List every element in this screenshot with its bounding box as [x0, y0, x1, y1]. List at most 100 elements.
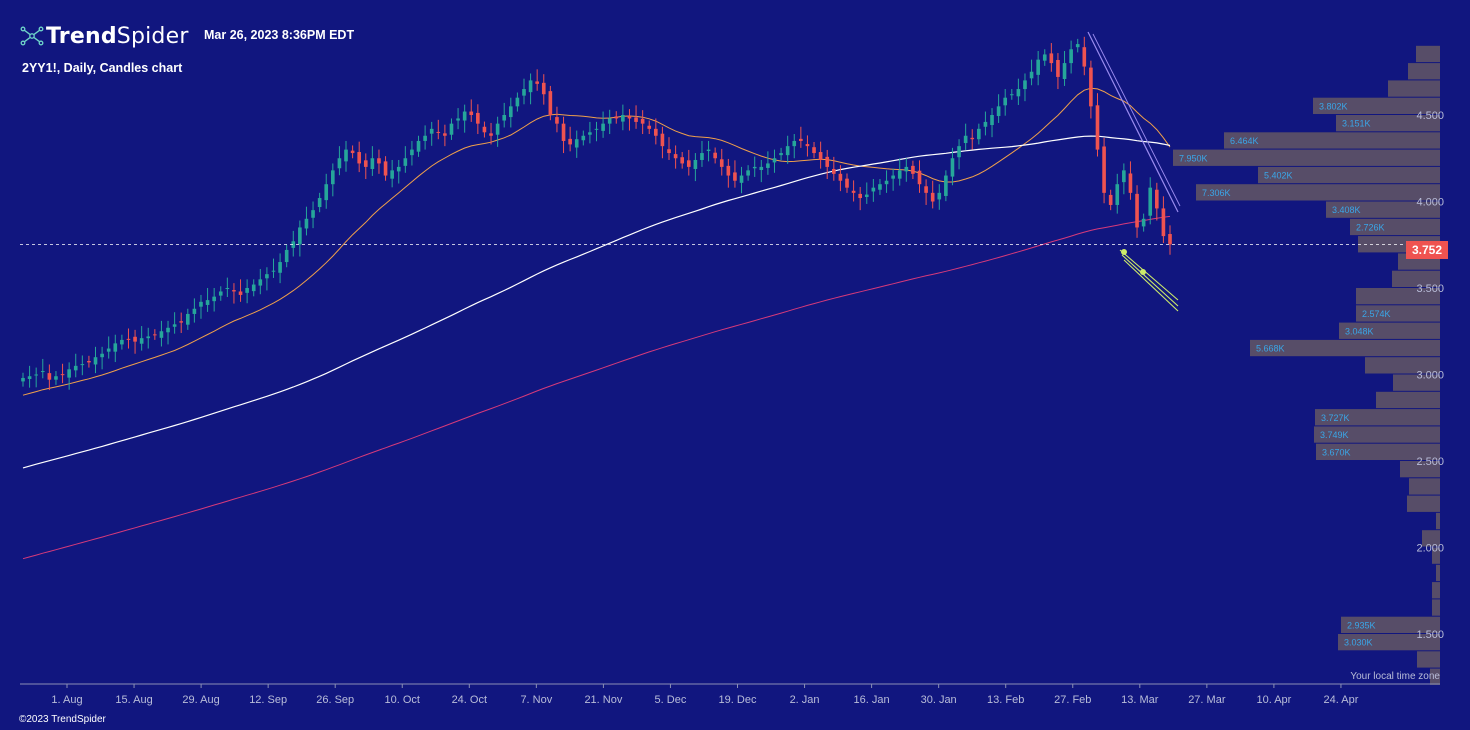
candle-body: [350, 150, 355, 154]
candle-body: [911, 165, 915, 174]
ma-short-line: [22, 87, 1171, 396]
volume-profile-label: 2.935K: [1347, 620, 1376, 630]
candle-body: [265, 274, 269, 279]
volume-profile-bar: [1224, 132, 1440, 149]
candle-body: [930, 192, 935, 202]
candle-body: [218, 291, 223, 296]
candle-body: [864, 194, 869, 198]
candle-body: [225, 288, 230, 289]
volume-profile-bar: [1409, 478, 1440, 495]
candle-body: [232, 290, 236, 292]
candle-body: [831, 168, 836, 174]
candle-body: [1102, 146, 1106, 193]
candle-body: [370, 158, 375, 169]
volume-profile-bar: [1336, 115, 1440, 132]
candle-body: [1095, 105, 1100, 150]
candle-body: [179, 321, 184, 323]
candle-body: [568, 138, 572, 145]
volume-profile-label: 3.749K: [1320, 430, 1349, 440]
candle-body: [324, 184, 329, 201]
x-axis: 1. Aug 15. Aug 29. Aug 12. Sep 26. Sep 10. Oc…: [20, 683, 1440, 706]
candle-body: [845, 178, 849, 188]
candle-body: [159, 331, 164, 338]
candle-body: [258, 279, 263, 286]
candle-body: [594, 128, 599, 130]
trendline-lower: [1092, 33, 1181, 207]
candle-body: [212, 296, 216, 302]
volume-profile-bar: [1436, 564, 1440, 582]
volume-profile-bar: [1430, 668, 1440, 685]
x-axis-tick-label: 13. Feb: [987, 694, 1024, 706]
brand-name-bold: Trend: [46, 23, 117, 49]
volume-profile-bar: [1436, 512, 1440, 530]
x-axis-tick-label: 24. Apr: [1324, 694, 1359, 706]
candle-body: [719, 159, 724, 167]
candle-body: [772, 158, 777, 163]
candle-body: [825, 156, 830, 167]
candle-body: [67, 369, 71, 378]
candle-body: [970, 137, 975, 140]
candle-body: [937, 192, 942, 200]
candle-body: [403, 158, 408, 166]
candle-body: [871, 187, 876, 192]
candle-body: [1042, 54, 1047, 61]
candle-body: [120, 339, 124, 345]
x-axis-tick-label: 16. Jan: [854, 694, 890, 706]
candle-body: [100, 353, 104, 358]
y-axis-tick-label: 2.500: [1416, 456, 1444, 468]
candle-body: [304, 218, 309, 229]
candle-body: [205, 300, 210, 305]
volume-profile-label: 7.306K: [1202, 188, 1231, 198]
candle-body: [502, 115, 507, 121]
candle-body: [1115, 184, 1120, 205]
candle-body: [733, 172, 737, 181]
candle-body: [983, 121, 988, 127]
candle-body: [654, 128, 658, 136]
channel-anchor-point: [1140, 269, 1146, 275]
volume-profile-label: 3.408K: [1332, 205, 1361, 215]
candle-body: [634, 117, 638, 122]
volume-profile-bar: [1376, 391, 1440, 409]
candle-body: [238, 291, 243, 295]
y-axis-tick-label: 4.500: [1416, 110, 1444, 122]
candle-body: [416, 140, 421, 152]
x-axis-tick-label: 10. Oct: [385, 694, 420, 706]
candle-body: [357, 152, 362, 164]
x-axis-tick-label: 24. Oct: [452, 694, 487, 706]
candle-body: [383, 161, 388, 176]
volume-profile-label: 6.464K: [1230, 136, 1259, 146]
candle-body: [291, 241, 296, 248]
candle-body: [251, 284, 256, 292]
candle-body: [963, 135, 968, 144]
candle-body: [337, 158, 342, 169]
candle-body: [377, 158, 381, 164]
candle-body: [278, 262, 282, 273]
y-axis-tick-label: 3.000: [1416, 370, 1444, 382]
candle-body: [799, 138, 803, 141]
volume-profile-label: 3.048K: [1345, 326, 1374, 336]
y-axis-tick-label: 3.500: [1416, 283, 1444, 295]
x-axis-tick-label: 5. Dec: [655, 694, 687, 706]
candle-body: [805, 144, 810, 147]
candle-body: [588, 132, 592, 135]
candle-body: [607, 118, 612, 124]
candle-body: [680, 157, 685, 164]
y-axis-tick-label: 4.000: [1416, 197, 1444, 209]
candle-body: [614, 116, 619, 119]
volume-profile-bar: [1422, 530, 1440, 547]
candle-body: [166, 327, 170, 333]
candle-body: [601, 123, 605, 131]
candle-body: [574, 139, 579, 148]
channel-line-upper: [1119, 249, 1179, 301]
x-axis-tick-label: 2. Jan: [790, 694, 820, 706]
candle-body: [990, 115, 994, 126]
candle-body: [245, 288, 249, 293]
candle-body: [139, 338, 144, 344]
candle-body: [713, 152, 717, 159]
volume-profile-bar: [1338, 634, 1440, 651]
ma-long-line: [22, 215, 1171, 560]
volume-profile-label: 3.030K: [1344, 638, 1373, 648]
x-axis-tick-label: 12. Sep: [249, 694, 287, 706]
candle-body: [495, 123, 500, 135]
